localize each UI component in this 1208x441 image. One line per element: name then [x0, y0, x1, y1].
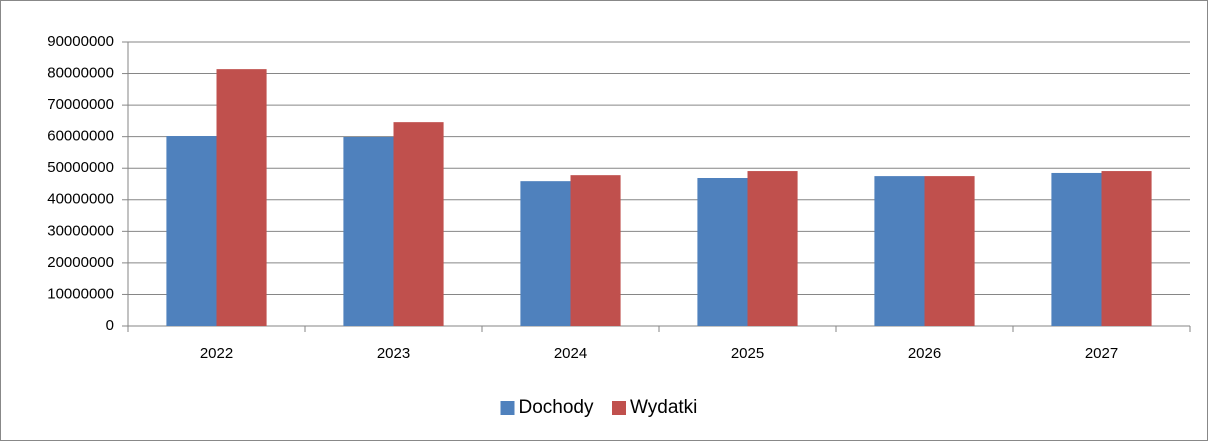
y-tick-label: 20000000	[47, 254, 114, 271]
legend-swatch	[500, 401, 515, 415]
y-tick-label: 40000000	[47, 191, 114, 208]
x-tick-label: 2027	[1085, 345, 1118, 362]
bar	[874, 176, 925, 326]
y-tick-label: 60000000	[47, 128, 114, 145]
y-tick-label: 90000000	[47, 33, 114, 50]
bar	[1051, 172, 1102, 326]
bar	[393, 122, 444, 326]
x-tick-label: 2023	[377, 345, 410, 362]
legend-label: Dochody	[519, 397, 594, 418]
bar	[216, 69, 267, 326]
bar	[343, 136, 394, 326]
bar	[1101, 171, 1152, 326]
legend-label: Wydatki	[630, 397, 697, 418]
bar	[697, 178, 748, 326]
bar	[520, 181, 571, 326]
y-tick-label: 10000000	[47, 285, 114, 302]
bar	[747, 171, 798, 326]
y-tick-label: 70000000	[47, 96, 114, 113]
y-tick-label: 0	[106, 317, 114, 334]
bar	[166, 136, 217, 326]
bar	[924, 176, 975, 326]
x-tick-label: 2025	[731, 345, 764, 362]
y-tick-label: 80000000	[47, 65, 114, 82]
y-tick-label: 30000000	[47, 222, 114, 239]
y-tick-label: 50000000	[47, 159, 114, 176]
x-tick-label: 2026	[908, 345, 941, 362]
legend-swatch	[612, 401, 626, 415]
bar	[570, 175, 621, 326]
x-tick-label: 2022	[200, 345, 233, 362]
x-tick-label: 2024	[554, 345, 587, 362]
